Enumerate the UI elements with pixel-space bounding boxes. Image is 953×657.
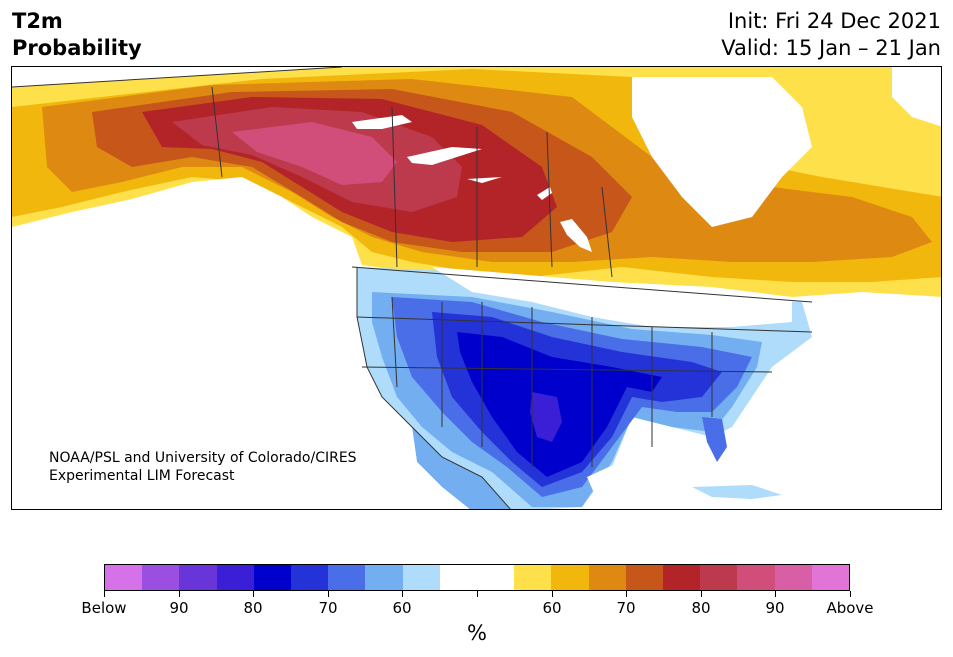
- map-region-below-80: [457, 332, 662, 477]
- colorbar-swatch: [328, 565, 366, 590]
- lake-winnipeg: [560, 219, 592, 252]
- colorbar-swatch: [142, 565, 180, 590]
- colorbar-swatch: [477, 565, 515, 590]
- colorbar-tick: [552, 591, 553, 597]
- colorbar-tick: [328, 591, 329, 597]
- colorbar-tick-label: 60: [392, 599, 412, 617]
- colorbar-tick-label: 80: [691, 599, 711, 617]
- colorbar-swatch: [551, 565, 589, 590]
- map-panel: [11, 66, 942, 510]
- map-region-above-90: [232, 122, 397, 185]
- colorbar-tick-label: Below: [81, 599, 127, 617]
- colorbar-swatch: [774, 565, 812, 590]
- colorbar-tick-label: Above: [826, 599, 874, 617]
- lake-athabasca: [537, 187, 552, 200]
- colorbar-swatch: [700, 565, 738, 590]
- probability-map: [12, 67, 941, 509]
- init-date: Init: Fri 24 Dec 2021: [727, 9, 941, 33]
- florida: [702, 417, 727, 462]
- colorbar-tick: [626, 591, 627, 597]
- colorbar-tick-label: 90: [765, 599, 785, 617]
- lake-1: [352, 115, 412, 129]
- mexico-cold: [412, 427, 511, 509]
- colorbar-swatch: [625, 565, 664, 590]
- lake-3: [467, 177, 502, 183]
- colorbar-tick: [850, 591, 851, 597]
- colorbar-tick-label: 70: [616, 599, 636, 617]
- colorbar-tick: [402, 591, 403, 597]
- colorbar-swatch: [402, 565, 440, 590]
- colorbar-tick-label: 90: [169, 599, 189, 617]
- colorbar-tick: [477, 591, 478, 597]
- colorbar-swatch: [514, 565, 552, 590]
- color-legend: [104, 564, 850, 591]
- credit-line-2: Experimental LIM Forecast: [49, 468, 235, 484]
- colorbar-swatch: [439, 565, 478, 590]
- colorbar-swatch: [216, 565, 254, 590]
- colorbar-swatch: [365, 565, 403, 590]
- hudson-bay: [632, 77, 812, 227]
- map-region-below-85: [530, 392, 562, 442]
- colorbar-swatch: [105, 565, 143, 590]
- colorbar-swatch: [737, 565, 775, 590]
- colorbar-tick: [104, 591, 105, 597]
- colorbar-unit: %: [467, 621, 487, 645]
- valid-range: Valid: 15 Jan – 21 Jan: [721, 36, 941, 60]
- forecast-dates: Init: Fri 24 Dec 2021 Valid: 15 Jan – 21…: [721, 8, 941, 62]
- lake-2: [407, 147, 482, 165]
- colorbar-swatch: [588, 565, 626, 590]
- colorbar-swatch: [663, 565, 701, 590]
- ocean-northeast: [892, 67, 941, 127]
- colorbar-swatch: [179, 565, 217, 590]
- colorbar-tick: [253, 591, 254, 597]
- colorbar-tick: [701, 591, 702, 597]
- colorbar-tick-label: 60: [542, 599, 562, 617]
- colorbar-swatch: [811, 565, 850, 590]
- map-title: T2m Probability: [12, 8, 142, 62]
- gulf-of-mexico: [587, 447, 712, 509]
- title-line-1: T2m: [12, 9, 63, 33]
- colorbar-swatch: [291, 565, 329, 590]
- pacific-ocean: [12, 177, 470, 509]
- title-line-2: Probability: [12, 36, 142, 60]
- credit-line-1: NOAA/PSL and University of Colorado/CIRE…: [49, 450, 357, 466]
- colorbar-tick-label: 80: [243, 599, 263, 617]
- credit-text: NOAA/PSL and University of Colorado/CIRE…: [49, 449, 357, 485]
- colorbar-swatch: [253, 565, 292, 590]
- map-region-near-normal: [432, 267, 792, 327]
- cuba: [692, 485, 782, 499]
- colorbar-tick: [775, 591, 776, 597]
- political-borders: [12, 67, 813, 509]
- colorbar-tick-label: 70: [318, 599, 338, 617]
- colorbar-tick: [179, 591, 180, 597]
